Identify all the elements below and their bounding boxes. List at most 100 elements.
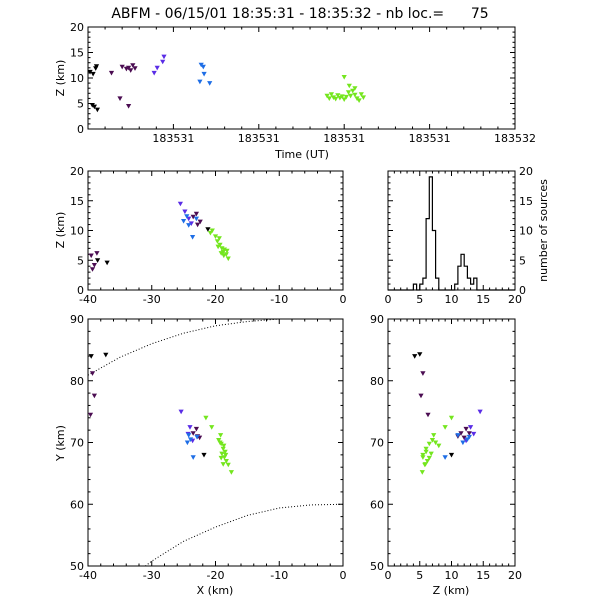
data-point	[431, 433, 437, 438]
data-point	[91, 104, 97, 110]
data-point	[187, 425, 193, 430]
y-tick-label: 90	[370, 313, 384, 326]
x-tick-label: 0	[385, 293, 392, 306]
data-point	[463, 426, 469, 432]
series-dark_purple	[88, 371, 203, 441]
data-point	[356, 98, 362, 103]
data-point	[218, 455, 224, 461]
x-tick-label: -20	[207, 569, 225, 582]
data-point	[345, 90, 352, 95]
x-tick-label: -30	[143, 569, 161, 582]
data-point	[88, 253, 94, 259]
y-tick-label: 10	[519, 225, 533, 238]
x-tick-label: -20	[207, 293, 225, 306]
plot-frame	[87, 26, 516, 130]
data-point	[223, 252, 229, 257]
data-point	[91, 263, 97, 268]
plot-frame	[387, 318, 516, 567]
data-point	[219, 246, 225, 251]
data-point	[433, 440, 439, 446]
x-axis-label: X (km)	[197, 584, 234, 597]
data-point	[217, 440, 223, 446]
panel-z_y: 0 5 10 15 20 50 60 70 80 90 Z (km)	[370, 313, 522, 597]
series-black	[412, 352, 455, 458]
data-point	[418, 393, 424, 399]
y-tick-label: 15	[70, 195, 84, 208]
data-point	[203, 415, 209, 421]
data-point	[420, 371, 426, 376]
x-tick-label: 15	[476, 293, 490, 306]
data-point	[215, 244, 221, 250]
y-tick-label: 15	[70, 47, 84, 60]
data-point	[228, 470, 234, 475]
x-tick-label: 20	[508, 293, 522, 306]
data-point	[91, 393, 97, 399]
data-point	[126, 65, 132, 71]
data-point	[216, 438, 222, 443]
y-axis-label: Z (km)	[54, 60, 67, 97]
histogram-outline	[388, 176, 515, 291]
data-point	[88, 354, 94, 359]
data-point	[455, 433, 461, 438]
data-point	[182, 209, 188, 215]
data-point	[422, 462, 429, 467]
data-point	[420, 455, 426, 460]
plot-frame	[387, 170, 516, 291]
data-point	[222, 449, 228, 455]
x-tick-label: 5	[416, 293, 423, 306]
range-arc-curve	[87, 318, 280, 376]
data-point	[117, 96, 123, 101]
data-point	[223, 452, 229, 458]
y-tick-label: 70	[370, 437, 384, 450]
data-point	[341, 75, 347, 80]
data-point	[128, 68, 134, 73]
data-point	[207, 230, 213, 236]
y-tick-label: 0	[77, 284, 84, 297]
data-point	[130, 63, 136, 68]
data-point	[89, 267, 96, 272]
data-point	[466, 434, 472, 440]
x-tick-label: 20	[508, 569, 522, 582]
data-point	[328, 92, 334, 97]
series-blue	[442, 433, 472, 460]
x-tick-label: 10	[445, 569, 459, 582]
y-tick-label: 50	[370, 560, 384, 573]
y-tick-label: 0	[77, 123, 84, 136]
data-point	[190, 235, 196, 240]
data-point	[423, 446, 429, 452]
x-tick-label: 183532	[494, 132, 536, 145]
data-point	[352, 86, 358, 91]
data-point	[201, 71, 207, 77]
panel-x_z: -40 -30 -20 -10 0 0 5 10 15 20 Z (km)	[54, 165, 347, 306]
data-point	[200, 64, 206, 70]
data-point	[160, 59, 166, 65]
data-point	[467, 425, 474, 430]
data-point	[193, 216, 199, 222]
data-point	[426, 455, 432, 461]
data-point	[89, 371, 96, 376]
data-point	[104, 260, 110, 266]
series-violet	[151, 54, 167, 76]
data-point	[186, 433, 192, 438]
data-point	[225, 256, 231, 262]
data-point	[420, 452, 426, 458]
x-tick-label: -40	[79, 293, 97, 306]
data-point	[460, 440, 466, 446]
data-point	[339, 94, 345, 99]
x-axis-label: Time (UT)	[274, 148, 329, 161]
data-point	[423, 449, 429, 455]
data-point	[448, 415, 455, 421]
data-point	[218, 251, 224, 256]
y-tick-label: 5	[519, 254, 526, 267]
data-point	[216, 236, 222, 241]
y-tick-label: 10	[70, 225, 84, 238]
plot-frame	[87, 318, 344, 567]
panel-x_y: -40 -30 -20 -10 0 50 60 70 80 90 X (km) Y (km)	[54, 313, 347, 597]
data-point	[194, 434, 200, 440]
data-point	[358, 92, 364, 97]
y-tick-label: 20	[519, 165, 533, 178]
x-tick-label: -40	[79, 569, 97, 582]
data-point	[346, 83, 352, 89]
data-point	[424, 459, 430, 464]
